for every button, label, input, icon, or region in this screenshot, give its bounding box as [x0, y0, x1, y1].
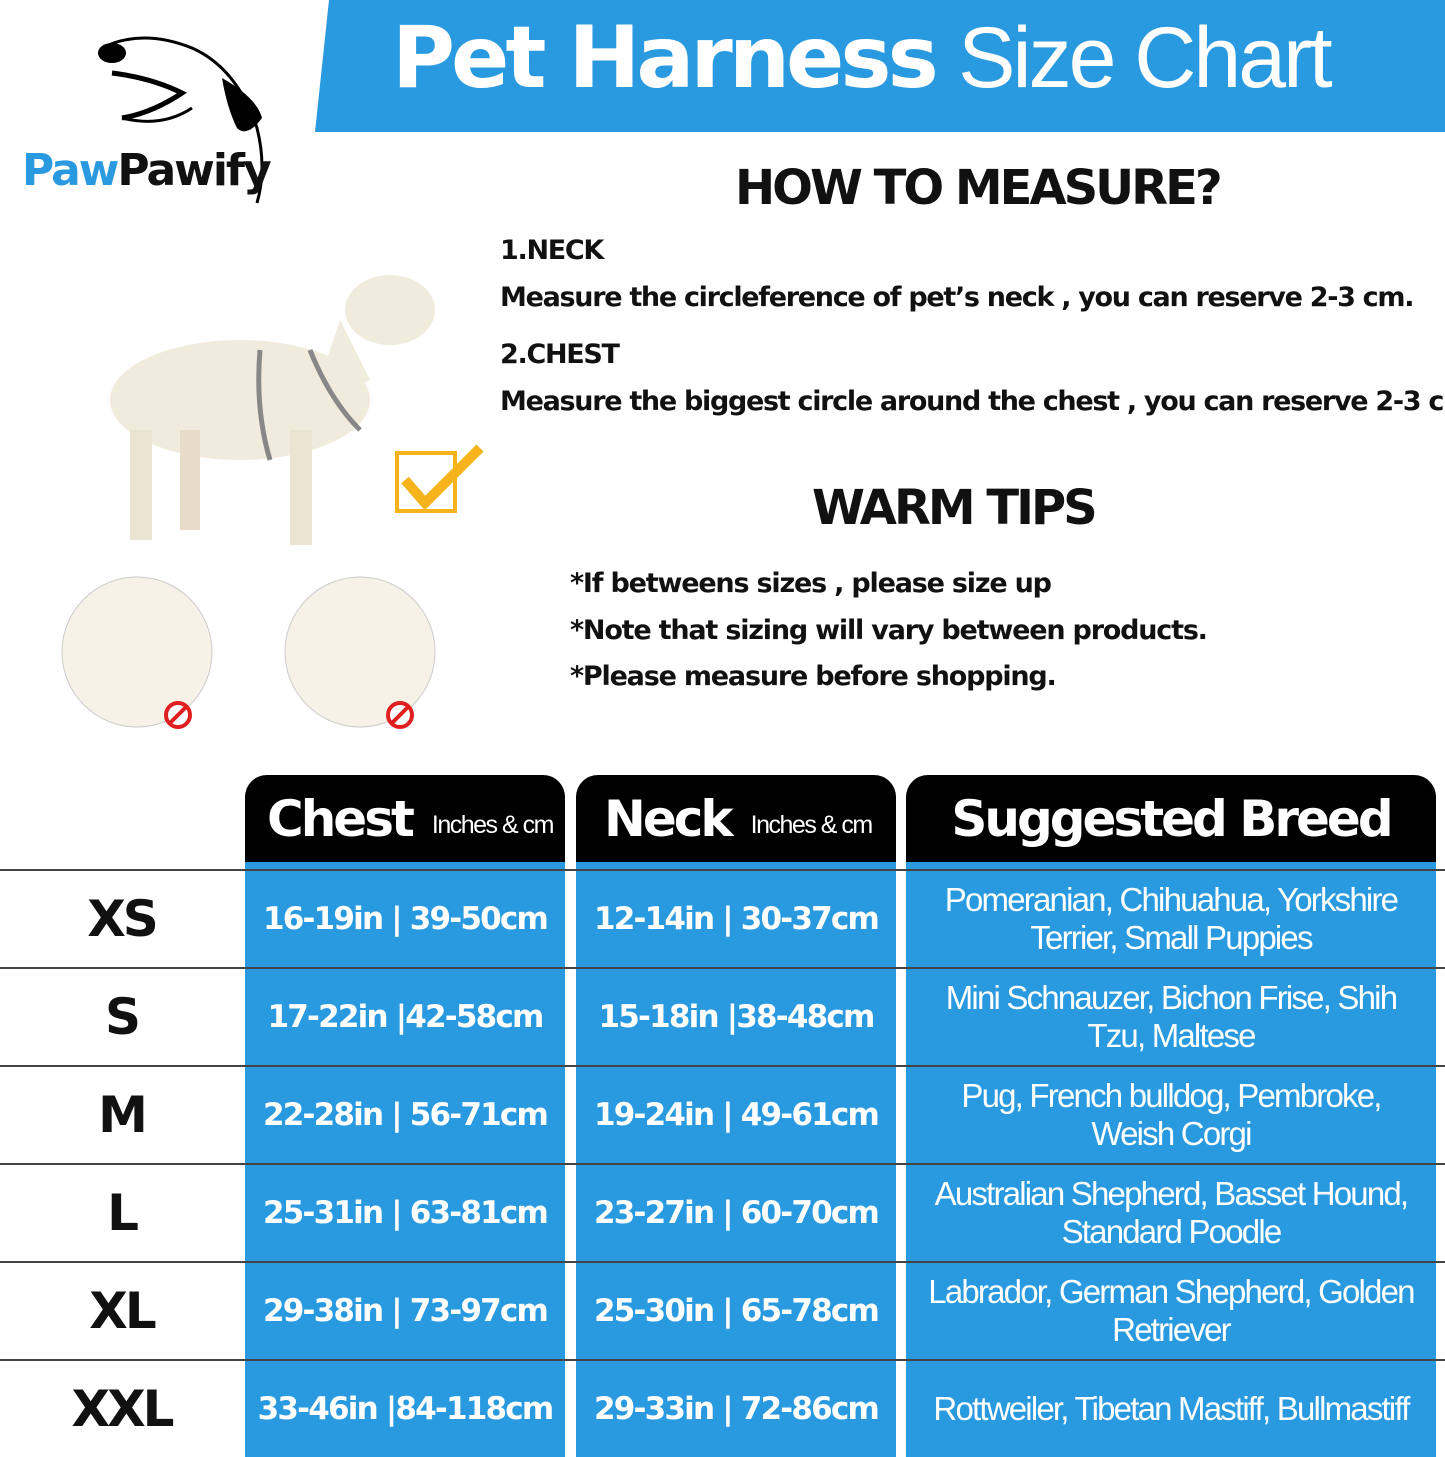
table-row: S 17-22in |42-58cm 15-18in |38-48cm Mini Sc…	[0, 967, 1445, 1065]
chest-cell: 22-28in | 56-71cm	[245, 1067, 565, 1163]
table-row: M 22-28in | 56-71cm 19-24in | 49-61cm Pug, …	[0, 1065, 1445, 1163]
table-row: XL 29-38in | 73-97cm 25-30in | 65-78cm Labr…	[0, 1261, 1445, 1359]
breed-cell: Rottweiler, Tibetan Mastiff, Bullmastiff	[906, 1361, 1436, 1457]
chest-cell: 33-46in |84-118cm	[245, 1361, 565, 1457]
chest-cell: 29-38in | 73-97cm	[245, 1263, 565, 1359]
size-cell: XXL	[71, 1380, 175, 1438]
chest-cell: 17-22in |42-58cm	[245, 969, 565, 1065]
chest-step-label: 2.CHEST	[500, 339, 620, 370]
neck-cell: 19-24in | 49-61cm	[576, 1067, 896, 1163]
breed-cell: Australian Shepherd, Basset Hound, Stand…	[906, 1165, 1436, 1261]
header-strip	[245, 862, 565, 869]
breed-cell: Labrador, German Shepherd, Golden Retrie…	[906, 1263, 1436, 1359]
size-cell: M	[98, 1086, 148, 1144]
breed-cell: Pug, French bulldog, Pembroke, Weish Cor…	[906, 1067, 1436, 1163]
neck-column-header: Neck Inches & cm	[576, 775, 896, 863]
size-cell: S	[104, 988, 141, 1046]
chest-cell: 25-31in | 63-81cm	[245, 1165, 565, 1261]
chest-cell: 16-19in | 39-50cm	[245, 871, 565, 967]
dog-logo-icon	[98, 36, 264, 204]
breed-column-header: Suggested Breed	[906, 775, 1436, 863]
brand-logo: PawPawify	[22, 145, 272, 196]
header-strip	[906, 862, 1436, 869]
wrong-measure-examples	[61, 576, 436, 729]
how-to-measure-heading: HOW TO MEASURE?	[735, 160, 1223, 216]
warm-tips-heading: WARM TIPS	[812, 480, 1098, 536]
neck-cell: 23-27in | 60-70cm	[576, 1165, 896, 1261]
breed-cell: Pomeranian, Chihuahua, Yorkshire Terrier…	[906, 871, 1436, 967]
neck-step-text: Measure the circleference of pet’s neck …	[500, 282, 1414, 313]
table-row: XS 16-19in | 39-50cm 12-14in | 30-37cm Pome…	[0, 869, 1445, 967]
neck-cell: 12-14in | 30-37cm	[576, 871, 896, 967]
header-strip	[576, 862, 896, 869]
size-cell: XL	[89, 1282, 156, 1340]
table-row: L 25-31in | 63-81cm 23-27in | 60-70cm Austr…	[0, 1163, 1445, 1261]
neck-cell: 25-30in | 65-78cm	[576, 1263, 896, 1359]
chest-step-text: Measure the biggest circle around the ch…	[500, 386, 1445, 417]
table-row: XXL 33-46in |84-118cm 29-33in | 72-86cm Rot…	[0, 1359, 1445, 1457]
tip-item: *Note that sizing will vary between prod…	[570, 615, 1208, 646]
tip-item: *Please measure before shopping.	[570, 661, 1057, 692]
neck-cell: 15-18in |38-48cm	[576, 969, 896, 1065]
title-banner	[315, 0, 1445, 132]
breed-cell: Mini Schnauzer, Bichon Frise, Shih Tzu, …	[906, 969, 1436, 1065]
size-cell: XS	[87, 890, 159, 948]
size-cell: L	[107, 1184, 139, 1242]
tip-item: *If betweens sizes , please size up	[570, 568, 1052, 599]
dog-measuring-image	[110, 275, 484, 545]
chest-column-header: Chest Inches & cm	[245, 775, 565, 863]
neck-step-label: 1.NECK	[500, 235, 604, 266]
page-title: Pet Harness Size Chart	[392, 8, 1333, 108]
neck-cell: 29-33in | 72-86cm	[576, 1361, 896, 1457]
